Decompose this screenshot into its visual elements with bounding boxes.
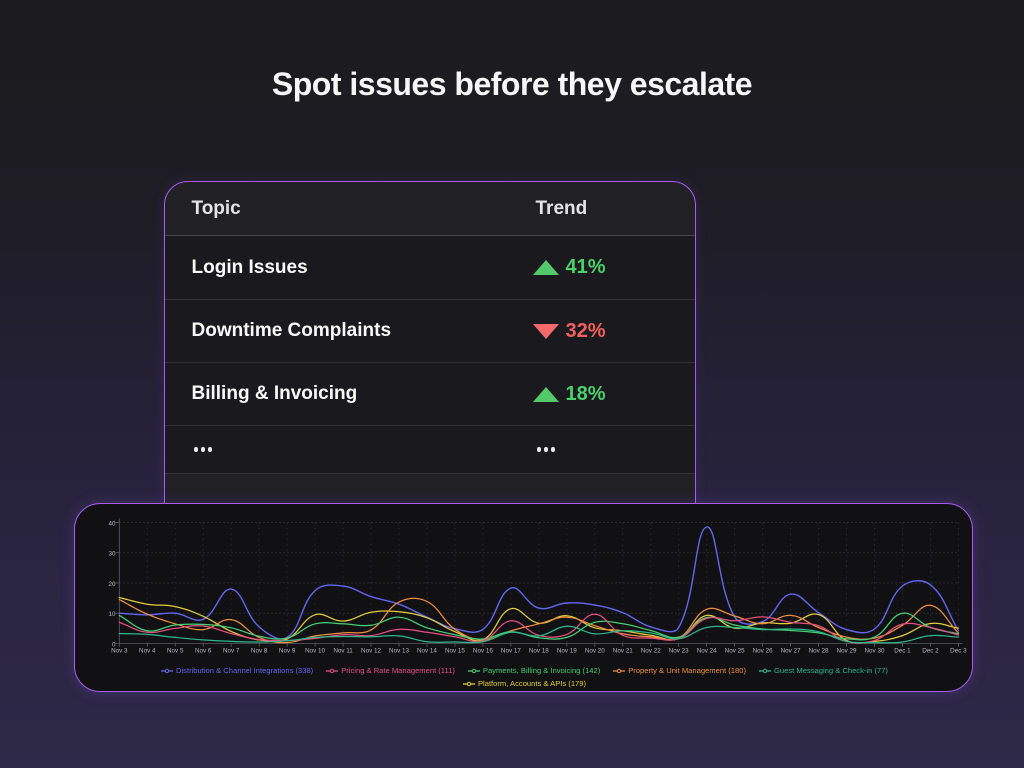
svg-text:Nov 4: Nov 4 — [139, 647, 156, 654]
svg-text:Nov 9: Nov 9 — [278, 647, 295, 654]
svg-text:Nov 6: Nov 6 — [194, 647, 211, 654]
svg-text:Nov 26: Nov 26 — [752, 647, 772, 654]
svg-text:10: 10 — [108, 611, 116, 618]
svg-text:Nov 23: Nov 23 — [668, 647, 688, 654]
svg-text:Nov 12: Nov 12 — [361, 647, 381, 654]
svg-text:20: 20 — [108, 580, 116, 587]
svg-text:Nov 13: Nov 13 — [389, 647, 409, 654]
svg-text:Nov 28: Nov 28 — [808, 647, 828, 654]
svg-text:Nov 29: Nov 29 — [836, 647, 856, 654]
svg-text:Nov 30: Nov 30 — [864, 647, 884, 654]
svg-text:Nov 17: Nov 17 — [500, 647, 520, 654]
svg-text:Nov 15: Nov 15 — [444, 647, 464, 654]
svg-text:Nov 8: Nov 8 — [250, 647, 267, 654]
svg-text:Nov 16: Nov 16 — [472, 647, 492, 654]
svg-text:Dec 2: Dec 2 — [922, 647, 939, 654]
svg-text:Nov 18: Nov 18 — [528, 647, 548, 654]
svg-text:Nov 7: Nov 7 — [222, 647, 239, 654]
svg-text:40: 40 — [108, 520, 116, 527]
svg-text:30: 30 — [108, 550, 116, 557]
svg-text:Nov 5: Nov 5 — [167, 647, 184, 654]
svg-text:Nov 14: Nov 14 — [416, 647, 436, 654]
svg-text:Dec 3: Dec 3 — [950, 647, 967, 654]
svg-text:Dec 1: Dec 1 — [894, 647, 911, 654]
svg-text:Nov 3: Nov 3 — [111, 647, 128, 654]
svg-text:Nov 10: Nov 10 — [305, 647, 325, 654]
svg-text:Nov 27: Nov 27 — [780, 647, 800, 654]
svg-text:Nov 20: Nov 20 — [584, 647, 604, 654]
svg-text:Nov 21: Nov 21 — [612, 647, 632, 654]
svg-text:Nov 19: Nov 19 — [556, 647, 576, 654]
svg-text:Nov 24: Nov 24 — [696, 647, 716, 654]
svg-text:0: 0 — [111, 641, 115, 648]
svg-text:Nov 22: Nov 22 — [640, 647, 660, 654]
svg-text:Nov 25: Nov 25 — [724, 647, 744, 654]
svg-text:Nov 11: Nov 11 — [333, 647, 353, 654]
